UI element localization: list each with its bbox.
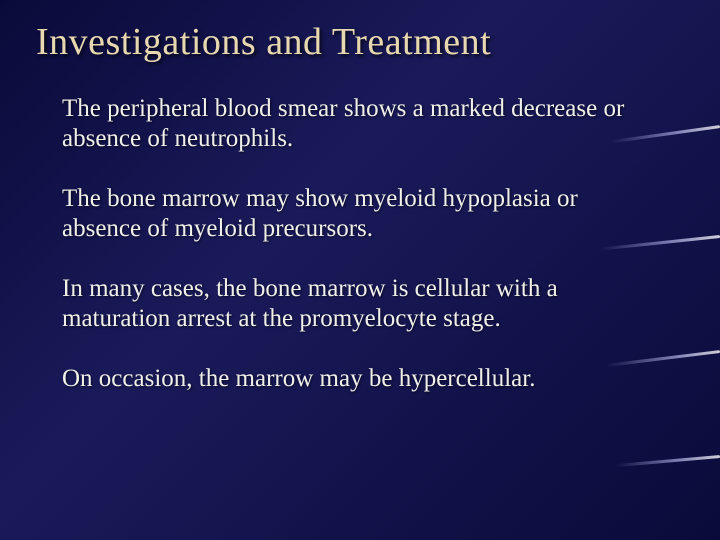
paragraph: The bone marrow may show myeloid hypopla… xyxy=(62,184,644,244)
slide-title: Investigations and Treatment xyxy=(36,20,684,64)
slide-body: The peripheral blood smear shows a marke… xyxy=(36,94,684,394)
paragraph: In many cases, the bone marrow is cellul… xyxy=(62,274,644,334)
paragraph: On occasion, the marrow may be hypercell… xyxy=(62,364,644,394)
paragraph: The peripheral blood smear shows a marke… xyxy=(62,94,644,154)
slide-container: Investigations and Treatment The periphe… xyxy=(0,0,720,540)
